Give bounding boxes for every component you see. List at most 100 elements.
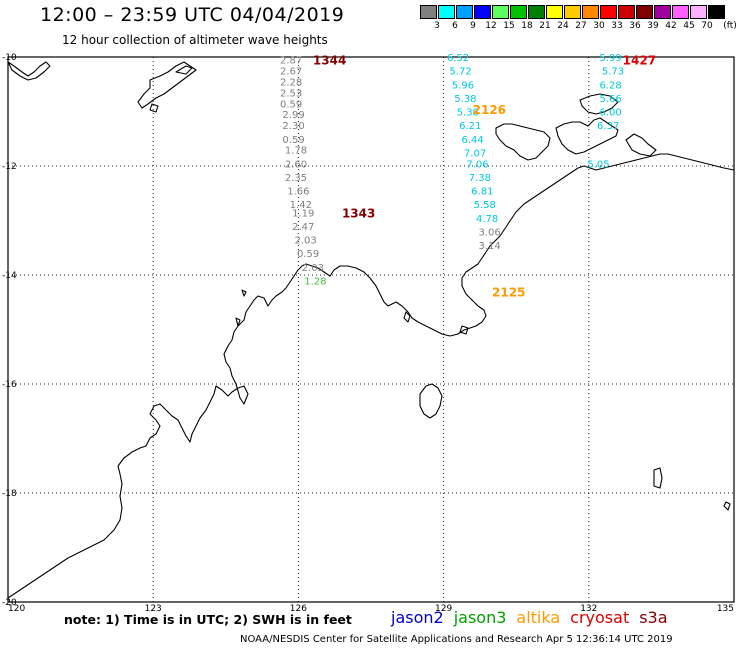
lon-tick-label: 123 [145, 604, 162, 614]
legend-label: 39 [647, 21, 659, 31]
legend-swatch [582, 5, 599, 19]
legend-swatch [636, 5, 653, 19]
wave-height-value: 2.35 [285, 173, 307, 184]
legend-swatch [474, 5, 491, 19]
wave-height-value: 6.81 [471, 187, 493, 198]
wave-height-value: 5.72 [449, 67, 471, 78]
legend-swatch [690, 5, 707, 19]
wave-height-value: 1.28 [304, 276, 326, 287]
wave-height-value: 2.67 [280, 67, 302, 78]
legend-label: 33 [611, 21, 623, 31]
pass-number-label: 1343 [342, 206, 375, 220]
pass-number-label: 2125 [492, 285, 525, 299]
legend-swatch [510, 5, 527, 19]
legend-label: 18 [521, 21, 533, 31]
legend-swatch [708, 5, 725, 19]
legend-swatch [600, 5, 617, 19]
lat-tick-label: -14 [2, 271, 17, 281]
legend-label: 30 [593, 21, 605, 31]
legend-swatch [546, 5, 563, 19]
wave-height-value: 2.53 [280, 88, 302, 99]
pass-labels: 1344 1343 2126 2125 1427 [313, 54, 656, 300]
wave-height-value: 6.44 [462, 135, 484, 146]
map-frame [7, 56, 735, 603]
legend-swatch [564, 5, 581, 19]
lon-tick-label: 126 [290, 604, 307, 614]
lat-lon-grid [7, 56, 735, 603]
wave-height-value: 2.03 [295, 236, 317, 247]
wave-height-value: 3.14 [478, 241, 500, 252]
lon-tick-label: 135 [717, 604, 734, 614]
wave-height-value: 6.52 [447, 53, 469, 64]
pass-number-label: 2126 [473, 103, 506, 117]
wave-height-value: 2.87 [280, 56, 302, 67]
wave-height-value: 1.42 [290, 200, 312, 211]
wave-height-value: 3.06 [478, 227, 500, 238]
wave-height-value: 5.96 [452, 80, 474, 91]
legend-swatch [654, 5, 671, 19]
wave-height-value: 5.05 [587, 159, 609, 170]
lon-tick-label: 120 [8, 604, 25, 614]
lat-tick-label: -10 [2, 53, 17, 63]
satellite-name: jason3 [453, 608, 507, 627]
wave-height-value: 6.28 [599, 80, 621, 91]
pass-number-label: 1427 [623, 54, 656, 68]
legend-label: 3 [434, 21, 440, 31]
wave-height-value: 7.07 [464, 148, 486, 159]
legend-swatch [420, 5, 437, 19]
satellite-name: altika [516, 608, 561, 627]
legend-label: 21 [539, 21, 551, 31]
footer-note: note: 1) Time is in UTC; 2) SWH is in fe… [64, 612, 352, 627]
wave-height-value: 5.99 [599, 53, 621, 64]
wave-height-value: 1.19 [292, 208, 314, 219]
wave-height-value: 2.03 [302, 263, 324, 274]
map-title: 12:00 – 23:59 UTC 04/04/2019 [40, 4, 345, 26]
wave-height-value: 2.47 [292, 222, 314, 233]
legend-label: 36 [629, 21, 641, 31]
legend-swatch [528, 5, 545, 19]
wave-height-value: 6.37 [597, 121, 619, 132]
wave-height-value: 2.60 [285, 159, 307, 170]
legend-label: 6 [452, 21, 458, 31]
wave-height-value: 1.66 [287, 187, 309, 198]
wave-height-value: 2.30 [282, 121, 304, 132]
legend-swatch [438, 5, 455, 19]
wave-height-value: 6.21 [459, 121, 481, 132]
legend-swatch [492, 5, 509, 19]
wave-height-value: 2.28 [280, 78, 302, 89]
legend-label: 15 [503, 21, 515, 31]
satellite-key: jason2 jason3 altika cryosat s3a [391, 608, 678, 627]
wave-height-value: 6.00 [599, 108, 621, 119]
wave-height-value: 5.58 [474, 200, 496, 211]
wave-height-value: 2.99 [282, 110, 304, 121]
legend-label: 9 [470, 21, 476, 31]
lat-tick-label: -20 [2, 598, 17, 608]
map-subtitle: 12 hour collection of altimeter wave hei… [62, 33, 328, 47]
legend-swatch [672, 5, 689, 19]
lon-tick-label: 129 [435, 604, 452, 614]
legend-label: 27 [575, 21, 587, 31]
wave-height-value: 5.38 [457, 108, 479, 119]
legend-label: 24 [557, 21, 569, 31]
satellite-tracks: 2.872.672.282.530.592.992.300.591.782.60… [280, 53, 624, 287]
legend-label: 45 [683, 21, 695, 31]
satellite-name: s3a [639, 608, 668, 627]
legend-swatch [618, 5, 635, 19]
legend-label: 70 [701, 21, 713, 31]
legend-label: 42 [665, 21, 677, 31]
lat-tick-label: -12 [2, 162, 17, 172]
wave-height-value: 0.59 [297, 249, 319, 260]
wave-height-value: 5.66 [599, 94, 621, 105]
axis-ticks: 120 123 126 129 132 135 -10 -12 -14 -16 -18 -20 [2, 53, 734, 614]
credit-line: NOAA/NESDIS Center for Satellite Applica… [240, 634, 673, 645]
wave-height-value: 0.59 [280, 99, 302, 110]
wave-height-value: 5.38 [454, 94, 476, 105]
wave-height-value: 1.78 [285, 146, 307, 157]
wave-height-value: 7.38 [469, 173, 491, 184]
legend-label: 12 [485, 21, 497, 31]
satellite-name: jason2 [391, 608, 444, 627]
satellite-name: cryosat [570, 608, 630, 627]
legend-swatch [456, 5, 473, 19]
wave-height-value: 7.06 [466, 159, 488, 170]
